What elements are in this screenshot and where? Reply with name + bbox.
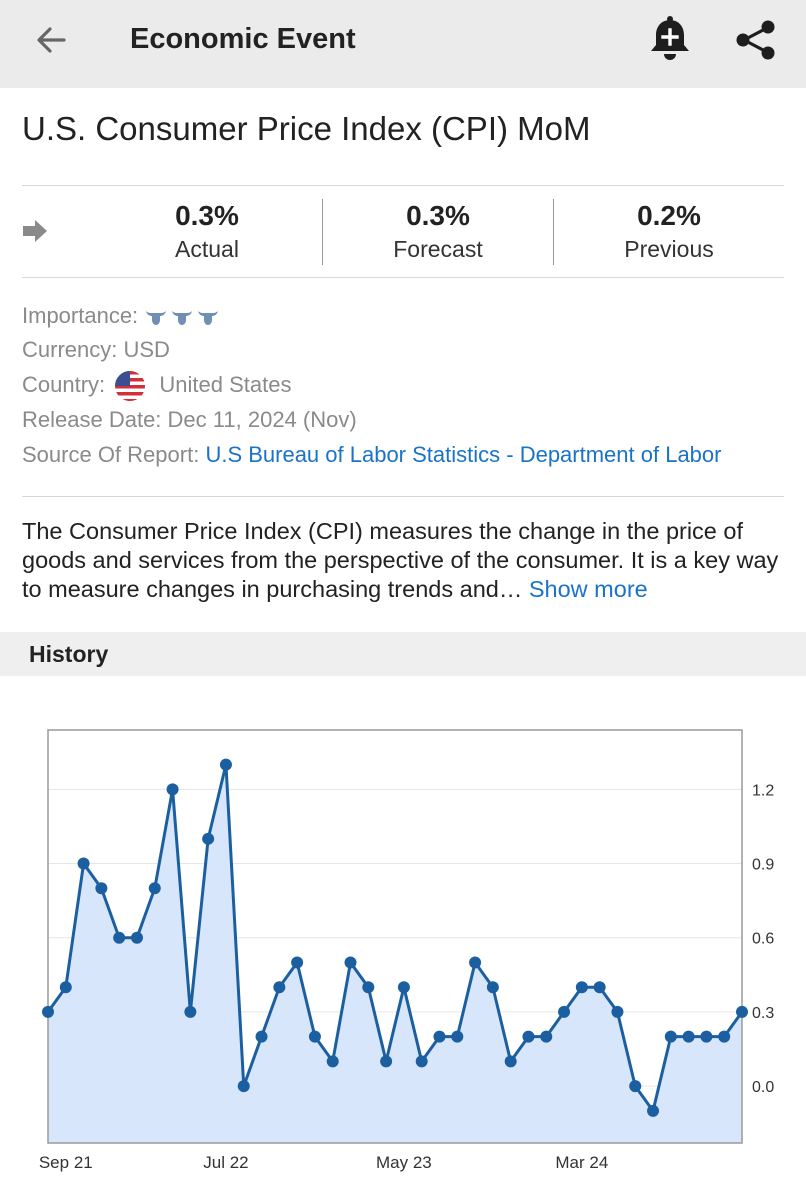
data-point <box>451 1030 464 1043</box>
data-point <box>291 956 304 969</box>
data-point <box>682 1030 695 1043</box>
data-point <box>166 783 179 796</box>
data-point <box>308 1030 321 1043</box>
data-point <box>486 981 499 994</box>
data-point <box>718 1030 731 1043</box>
divider <box>22 277 784 278</box>
event-title: U.S. Consumer Price Index (CPI) MoM <box>22 110 591 147</box>
data-point <box>558 1005 571 1018</box>
data-point <box>184 1005 197 1018</box>
back-arrow-icon[interactable] <box>30 20 74 60</box>
data-point <box>540 1030 553 1043</box>
previous-value: 0.2% <box>637 200 701 231</box>
data-point <box>380 1055 393 1068</box>
country-value: United States <box>159 372 292 397</box>
event-description: The Consumer Price Index (CPI) measures … <box>22 517 792 604</box>
importance-bulls <box>144 303 222 328</box>
data-point <box>629 1080 642 1093</box>
data-point <box>42 1005 54 1018</box>
data-point <box>326 1055 339 1068</box>
data-point <box>593 981 606 994</box>
data-point <box>522 1030 535 1043</box>
currency-row: Currency: USD <box>22 335 170 365</box>
app-bar-title: Economic Event <box>130 23 356 55</box>
data-point <box>113 931 126 944</box>
y-tick-label: 1.2 <box>752 782 774 799</box>
x-tick-label: Jul 22 <box>203 1153 248 1172</box>
release-date-value: Dec 11, 2024 (Nov) <box>167 407 357 432</box>
app-bar: Economic Event <box>0 0 806 88</box>
actual-label: Actual <box>175 236 239 262</box>
data-point <box>397 981 410 994</box>
data-point <box>344 956 357 969</box>
currency-value: USD <box>123 337 170 362</box>
bull-icon <box>198 311 219 326</box>
x-tick-label: May 23 <box>376 1153 432 1172</box>
data-point <box>700 1030 713 1043</box>
data-point <box>362 981 375 994</box>
data-point <box>77 857 90 870</box>
data-point <box>255 1030 268 1043</box>
data-point <box>59 981 72 994</box>
data-point <box>415 1055 428 1068</box>
y-tick-label: 0.0 <box>752 1079 774 1096</box>
previous-label: Previous <box>624 236 714 262</box>
area-fill <box>48 764 742 1143</box>
source-label: Source Of Report: <box>22 442 200 467</box>
data-point <box>664 1030 677 1043</box>
stat-separator <box>553 199 554 265</box>
country-row: Country: United States <box>22 370 292 402</box>
add-alert-bell-icon[interactable] <box>644 14 696 66</box>
x-tick-label: Sep 21 <box>39 1153 93 1172</box>
forecast-label: Forecast <box>393 236 483 262</box>
history-header: History <box>0 632 806 676</box>
data-point <box>273 981 286 994</box>
share-icon[interactable] <box>732 16 780 64</box>
data-point <box>647 1104 660 1117</box>
data-point <box>504 1055 517 1068</box>
description-text: The Consumer Price Index (CPI) measures … <box>22 518 779 602</box>
history-label: History <box>29 641 109 667</box>
forecast-stat: 0.3% Forecast <box>323 198 553 264</box>
previous-stat: 0.2% Previous <box>554 198 784 264</box>
data-point <box>95 882 108 895</box>
forecast-value: 0.3% <box>406 200 470 231</box>
plot-border <box>47 729 743 1144</box>
data-point <box>433 1030 446 1043</box>
data-point <box>219 758 232 771</box>
source-row: Source Of Report: U.S Bureau of Labor St… <box>22 440 721 470</box>
data-point <box>202 832 215 845</box>
country-label: Country: <box>22 372 106 397</box>
history-chart[interactable]: 1.2 0.9 0.6 0.3 0.0 Sep 21 Jul 22 May 23 Mar 24 <box>0 680 806 1186</box>
y-tick-label: 0.3 <box>752 1005 774 1022</box>
currency-label: Currency: <box>22 337 118 362</box>
data-point <box>736 1005 748 1018</box>
bull-icon <box>172 311 193 326</box>
data-point <box>575 981 588 994</box>
divider <box>22 185 784 186</box>
x-tick-label: Mar 24 <box>555 1153 608 1172</box>
divider <box>22 496 784 497</box>
series-line <box>46 763 744 1113</box>
us-flag-icon <box>115 371 146 402</box>
bull-icon <box>146 311 167 326</box>
y-tick-label: 0.9 <box>752 857 774 874</box>
data-point <box>611 1005 624 1018</box>
data-point <box>130 931 143 944</box>
right-arrow-icon <box>22 218 48 244</box>
source-link[interactable]: U.S Bureau of Labor Statistics - Departm… <box>205 442 722 467</box>
data-point <box>469 956 482 969</box>
y-tick-label: 0.6 <box>752 931 774 948</box>
data-point <box>237 1080 250 1093</box>
actual-value: 0.3% <box>175 200 239 231</box>
show-more-link[interactable]: Show more <box>528 576 648 602</box>
actual-stat: 0.3% Actual <box>92 198 322 264</box>
release-date-label: Release Date: <box>22 407 162 432</box>
importance-label: Importance: <box>22 303 139 328</box>
importance-row: Importance: <box>22 301 222 331</box>
stat-separator <box>322 199 323 265</box>
data-point <box>148 882 161 895</box>
release-date-row: Release Date: Dec 11, 2024 (Nov) <box>22 405 357 435</box>
